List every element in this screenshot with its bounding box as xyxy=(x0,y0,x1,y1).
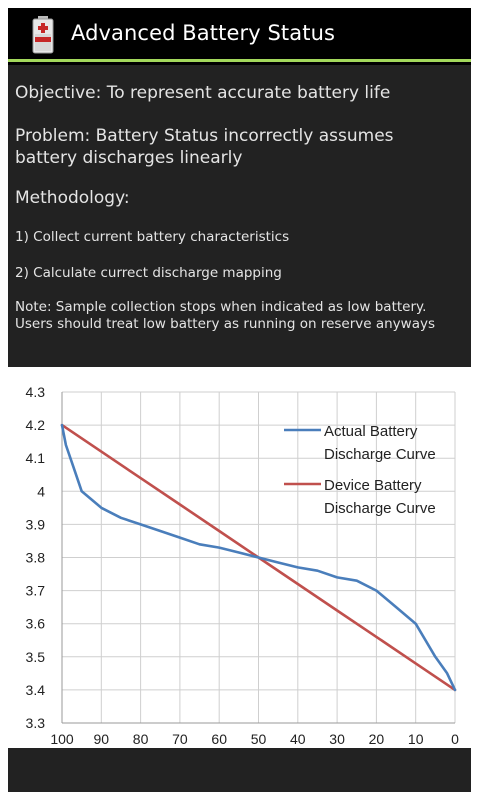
x-tick-label: 100 xyxy=(50,731,74,747)
x-tick-label: 50 xyxy=(251,731,267,747)
series-actual-battery-line xyxy=(60,423,457,692)
methodology-heading: Methodology: xyxy=(15,188,130,208)
x-tick-label: 60 xyxy=(211,731,227,747)
legend-label-device-line1: Device Battery xyxy=(324,477,422,494)
content-panel: Objective: To represent accurate battery… xyxy=(8,65,471,367)
objective-text: Objective: To represent accurate battery… xyxy=(15,83,391,103)
y-tick-label: 3.7 xyxy=(26,583,46,599)
problem-text-line2: battery discharges linearly xyxy=(15,148,243,168)
x-tick-label: 30 xyxy=(329,731,345,747)
y-tick-label: 4.2 xyxy=(26,417,46,433)
note-text-line1: Note: Sample collection stops when indic… xyxy=(15,299,427,315)
battery-app-icon[interactable] xyxy=(32,16,54,54)
y-tick-label: 3.8 xyxy=(26,550,46,566)
y-tick-label: 3.4 xyxy=(26,682,46,698)
action-bar: Advanced Battery Status xyxy=(8,8,471,62)
x-tick-label: 10 xyxy=(408,731,424,747)
x-tick-label: 0 xyxy=(451,731,459,747)
x-tick-label: 80 xyxy=(133,731,149,747)
y-tick-label: 4.3 xyxy=(26,384,46,400)
y-tick-label: 4.1 xyxy=(26,450,46,466)
y-tick-label: 3.6 xyxy=(26,616,46,632)
y-tick-label: 3.9 xyxy=(26,516,46,532)
chart-panel: 4.3 4.2 4.1 4 3.9 3.8 3.7 3.6 3.5 3.4 3.3 100 90 80 70… xyxy=(8,367,471,748)
y-tick-label: 3.5 xyxy=(26,649,46,665)
problem-text-line1: Problem: Battery Status incorrectly assu… xyxy=(15,126,394,146)
app-window: Advanced Battery Status Objective: To re… xyxy=(8,8,471,792)
x-tick-label: 40 xyxy=(290,731,306,747)
y-tick-label: 3.3 xyxy=(26,715,46,731)
x-tick-label: 20 xyxy=(369,731,385,747)
x-tick-label: 70 xyxy=(172,731,188,747)
legend-label-device-line2: Discharge Curve xyxy=(324,500,436,517)
legend-label-actual-line2: Discharge Curve xyxy=(324,446,436,463)
app-title: Advanced Battery Status xyxy=(71,21,336,45)
step-2-text: 2) Calculate currect discharge mapping xyxy=(15,265,282,281)
legend-label-actual-line1: Actual Battery xyxy=(324,423,418,440)
bottom-navigation-bar xyxy=(8,748,471,792)
note-text-line2: Users should treat low battery as runnin… xyxy=(15,316,436,332)
step-1-text: 1) Collect current battery characteristi… xyxy=(15,229,290,245)
y-tick-label: 4 xyxy=(37,483,45,499)
x-tick-label: 90 xyxy=(94,731,110,747)
